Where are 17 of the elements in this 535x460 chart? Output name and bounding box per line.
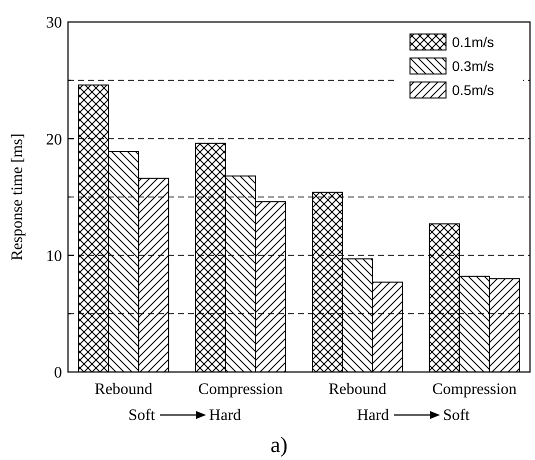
text: Hard <box>209 407 242 424</box>
text: Soft <box>128 407 156 424</box>
legend-label: 0.3m/s <box>452 58 494 74</box>
text: Soft <box>442 407 470 424</box>
legend-label: 0.5m/s <box>452 82 494 98</box>
text: Hard <box>356 407 389 424</box>
x-tick-label: Rebound <box>94 381 152 398</box>
y-tick-label: 20 <box>46 131 62 148</box>
text: a) <box>270 432 288 457</box>
y-tick-label: 10 <box>46 248 62 265</box>
x-tick-label: Compression <box>198 381 283 398</box>
y-tick-label: 0 <box>54 364 62 382</box>
x-tick-label: Rebound <box>328 381 386 398</box>
y-tick-label: 30 <box>46 14 62 32</box>
x-tick-label: Compression <box>432 381 517 398</box>
legend-label: 0.1m/s <box>452 34 494 50</box>
y-axis-title: Response time [ms] <box>9 133 26 261</box>
